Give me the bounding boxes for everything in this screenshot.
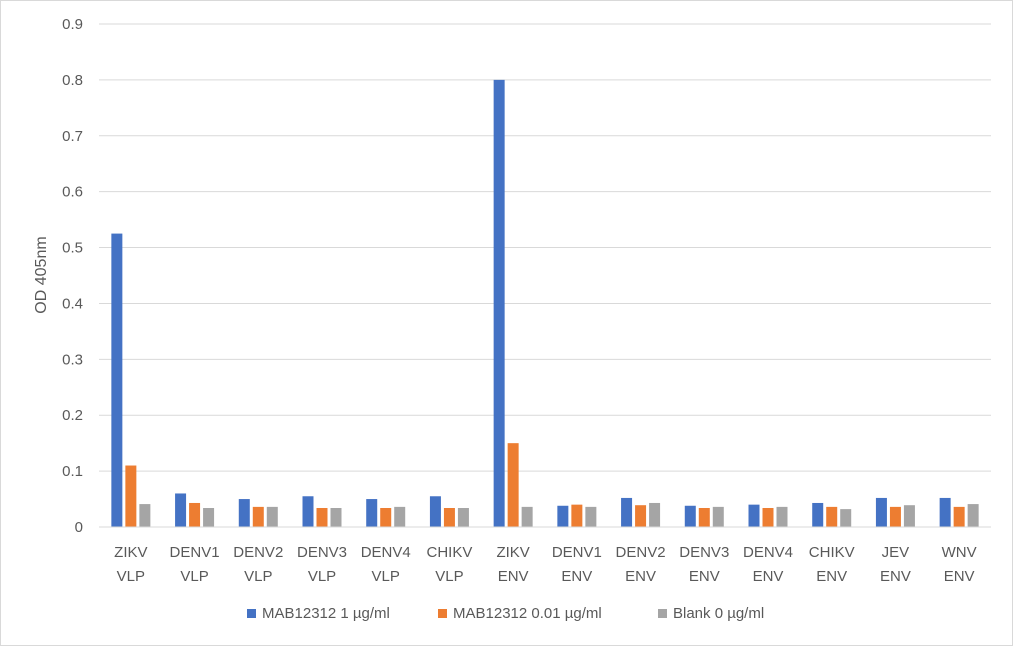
y-tick-label: 0.2	[62, 407, 83, 424]
bar-blank	[394, 506, 406, 527]
x-category-label: JEV	[882, 544, 910, 561]
x-category-label: VLP	[244, 568, 272, 585]
legend-swatch	[438, 609, 447, 618]
x-category-label: DENV1	[552, 544, 602, 561]
y-tick-label: 0.1	[62, 463, 83, 480]
bar-low-dose	[889, 506, 901, 527]
bar-high-dose	[939, 497, 951, 527]
x-category-label: ENV	[625, 568, 656, 585]
bar-blank	[585, 506, 597, 527]
gridlines	[99, 23, 991, 472]
bar-blank	[776, 506, 788, 527]
x-axis-categories: ZIKV VLP DENV1 VLP DENV2 VLP DENV3 VLP DENV4 VLP C…	[114, 544, 976, 585]
bar-low-dose	[635, 505, 647, 527]
x-category-label: DENV2	[616, 544, 666, 561]
bar-low-dose	[380, 507, 392, 527]
x-category-label: ENV	[880, 568, 911, 585]
bar-high-dose	[238, 499, 250, 527]
bar-low-dose	[189, 502, 201, 527]
x-category-label: DENV4	[743, 544, 793, 561]
bar-low-dose	[571, 504, 583, 527]
legend-label: MAB12312 0.01 µg/ml	[453, 605, 602, 622]
bar-low-dose	[698, 507, 710, 527]
x-category-label: VLP	[372, 568, 400, 585]
bar-high-dose	[429, 496, 441, 527]
x-category-label: ENV	[561, 568, 592, 585]
bar-high-dose	[366, 499, 378, 527]
bar-blank	[266, 506, 278, 527]
y-tick-label: 0.5	[62, 240, 83, 257]
x-category-label: DENV2	[233, 544, 283, 561]
y-tick-label: 0.6	[62, 184, 83, 201]
bar-high-dose	[684, 505, 696, 527]
bar-high-dose	[621, 497, 633, 527]
bar-blank	[457, 507, 469, 527]
bar-blank	[903, 505, 915, 527]
bar-high-dose	[175, 493, 187, 527]
bar-high-dose	[302, 496, 314, 527]
legend-entry: Blank 0 µg/ml	[658, 605, 764, 622]
x-category-label: WNV	[942, 544, 977, 561]
bar-low-dose	[252, 506, 264, 527]
y-tick-label: 0	[75, 519, 83, 536]
legend-entry: MAB12312 0.01 µg/ml	[438, 605, 602, 622]
x-category-label: ZIKV	[496, 544, 529, 561]
x-category-label: ENV	[498, 568, 529, 585]
bar-high-dose	[812, 502, 824, 527]
bar-low-dose	[507, 443, 519, 527]
y-tick-label: 0.3	[62, 351, 83, 368]
bar-blank	[712, 506, 724, 527]
bar-blank	[840, 509, 852, 527]
x-category-label: ENV	[689, 568, 720, 585]
legend-swatch	[247, 609, 256, 618]
y-tick-label: 0.4	[62, 295, 83, 312]
y-axis-ticks: 0 0.1 0.2 0.3 0.4 0.5 0.6 0.7 0.8 0.9	[62, 16, 83, 536]
bar-high-dose	[557, 505, 569, 527]
x-category-label: CHIKV	[809, 544, 855, 561]
bar-blank	[330, 507, 342, 527]
x-category-label: DENV3	[679, 544, 729, 561]
x-category-label: ENV	[816, 568, 847, 585]
legend-entry: MAB12312 1 µg/ml	[247, 605, 390, 622]
bar-high-dose	[875, 497, 887, 527]
bar-low-dose	[316, 507, 328, 527]
bar-low-dose	[953, 506, 965, 527]
legend: MAB12312 1 µg/ml MAB12312 0.01 µg/ml Blank…	[247, 605, 764, 622]
bar-blank	[649, 502, 661, 527]
x-category-label: DENV3	[297, 544, 347, 561]
x-category-label: ENV	[753, 568, 784, 585]
bar-low-dose	[443, 507, 455, 527]
legend-swatch	[658, 609, 667, 618]
legend-label: MAB12312 1 µg/ml	[262, 605, 390, 622]
x-category-label: CHIKV	[427, 544, 473, 561]
x-category-label: VLP	[308, 568, 336, 585]
bars	[111, 79, 979, 528]
y-tick-label: 0.7	[62, 128, 83, 145]
x-category-label: VLP	[117, 568, 145, 585]
x-category-label: ENV	[944, 568, 975, 585]
bar-low-dose	[125, 465, 137, 527]
y-tick-label: 0.9	[62, 16, 83, 33]
bar-high-dose	[493, 79, 505, 527]
bar-low-dose	[762, 507, 774, 527]
bar-high-dose	[748, 504, 760, 527]
y-tick-label: 0.8	[62, 72, 83, 89]
bar-high-dose	[111, 233, 123, 528]
x-category-label: ZIKV	[114, 544, 147, 561]
bar-blank	[203, 507, 215, 527]
x-category-label: DENV1	[170, 544, 220, 561]
x-category-label: DENV4	[361, 544, 411, 561]
bar-blank	[967, 504, 979, 527]
bar-low-dose	[826, 506, 838, 527]
bar-blank	[521, 506, 533, 527]
x-category-label: VLP	[435, 568, 463, 585]
legend-label: Blank 0 µg/ml	[673, 605, 764, 622]
y-axis-title: OD 405nm	[33, 236, 50, 313]
bar-blank	[139, 504, 151, 527]
x-category-label: VLP	[180, 568, 208, 585]
